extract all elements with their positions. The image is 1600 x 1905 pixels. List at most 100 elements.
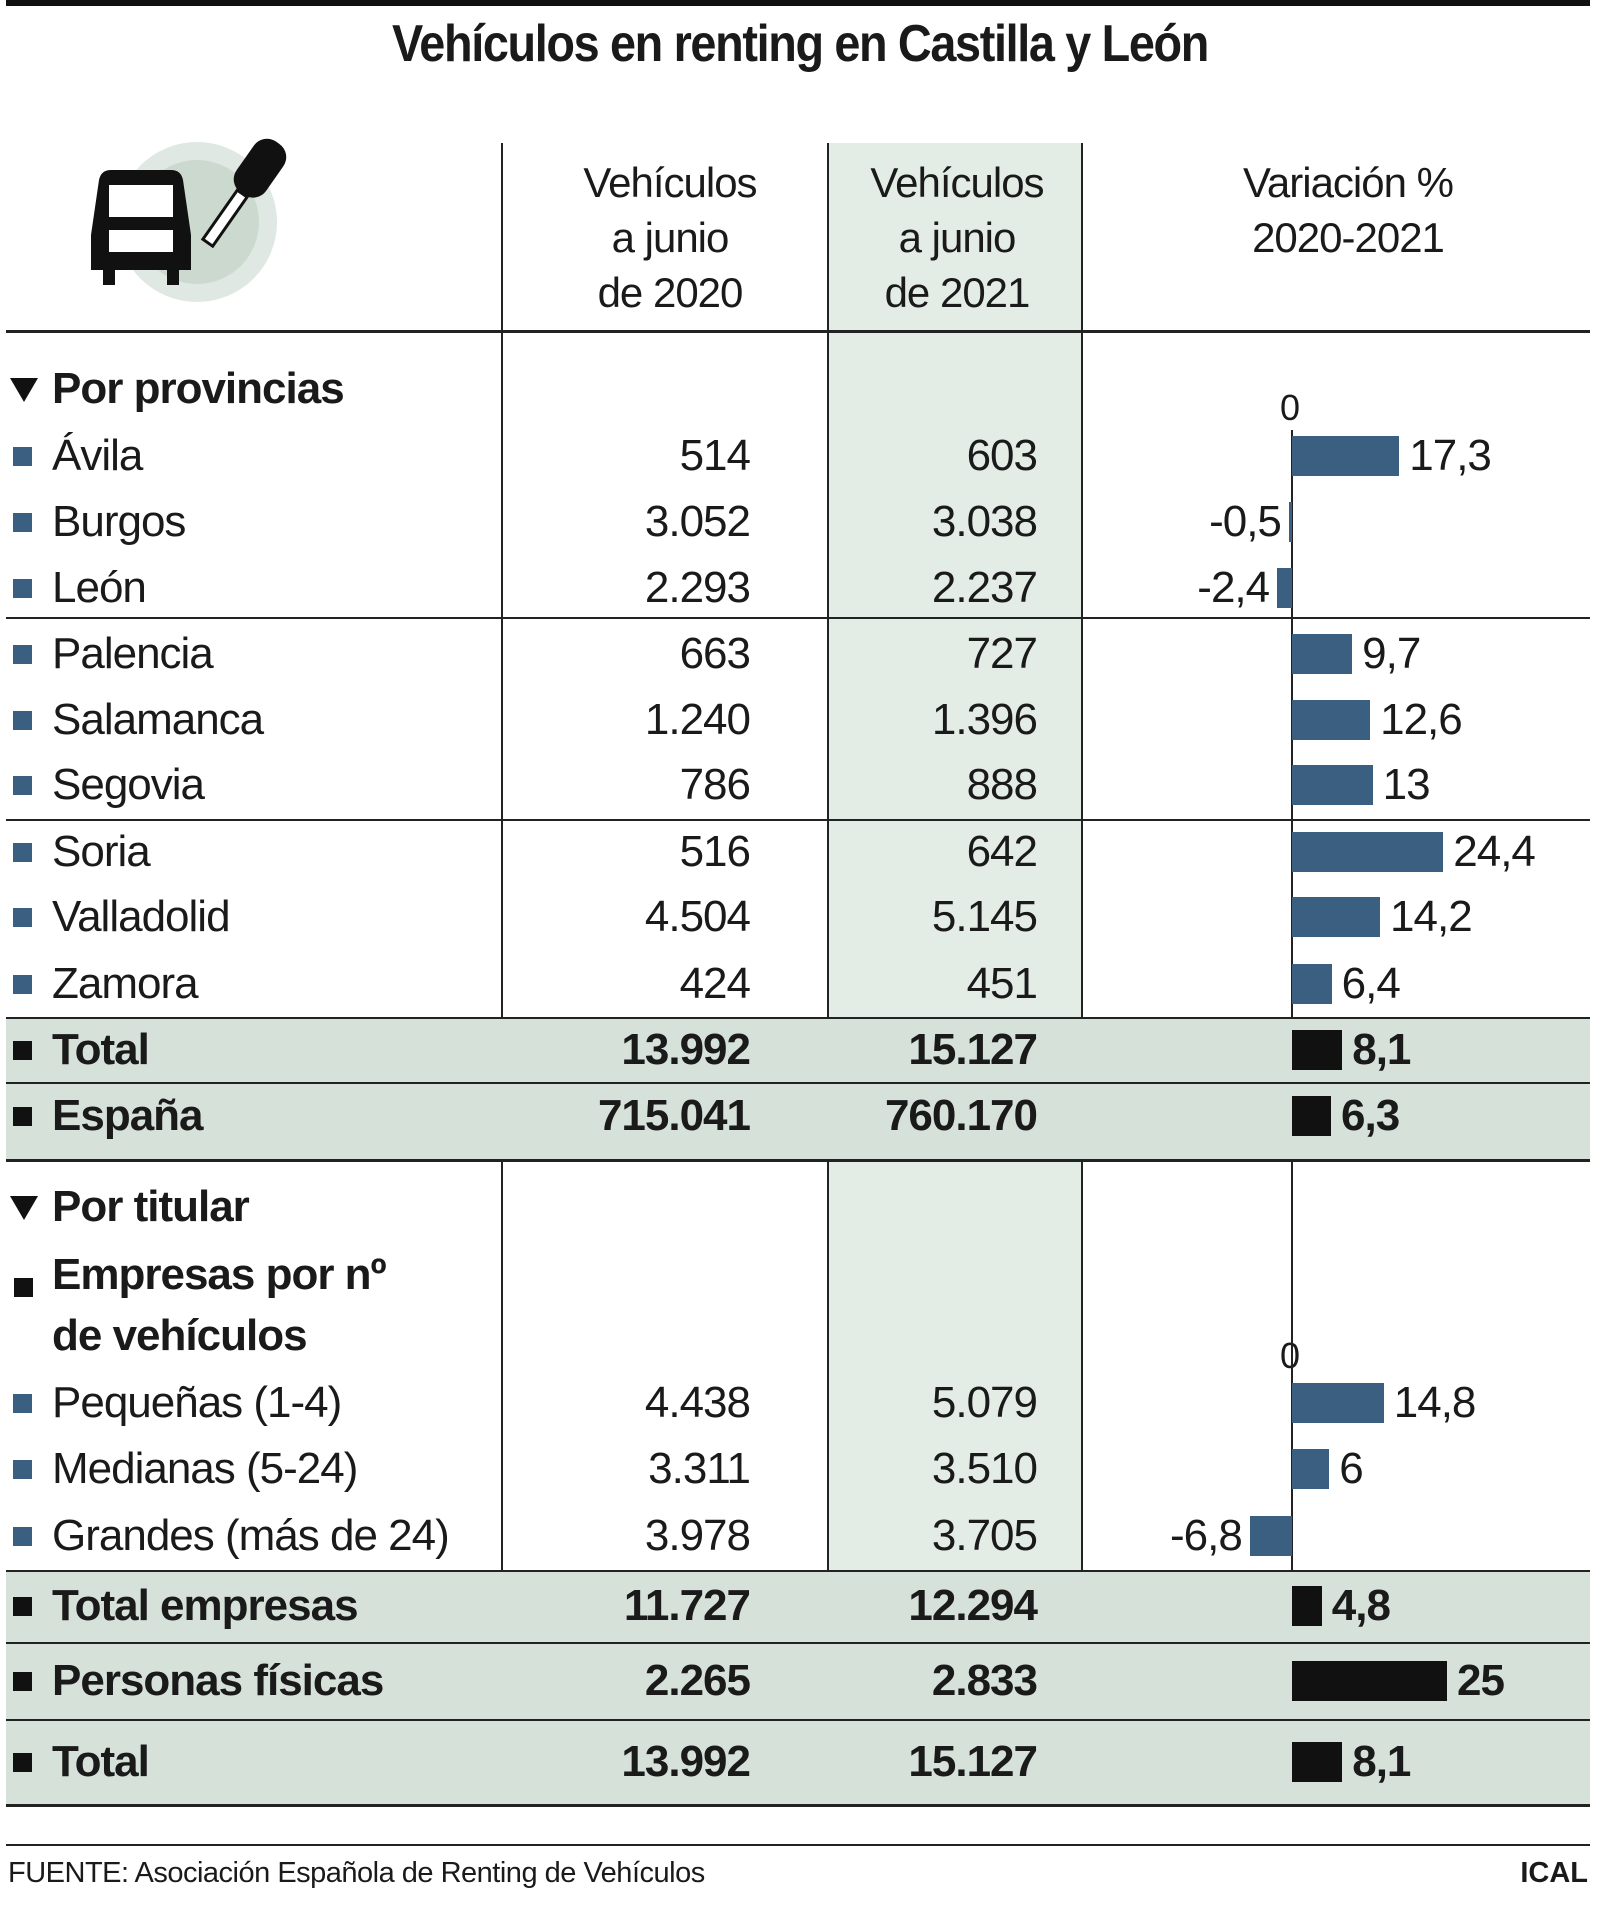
section-title-titular: Por titular (52, 1182, 250, 1231)
bullet-icon (13, 711, 32, 730)
variation-bar (1292, 832, 1444, 872)
row-label: Total empresas (52, 1581, 359, 1630)
variation-label: 4,8 (1331, 1581, 1391, 1630)
chart-title: Vehículos en renting en Castilla y León (392, 15, 1209, 73)
value-2021: 5.145 (931, 892, 1038, 941)
row-label: Zamora (52, 959, 199, 1008)
value-2020: 516 (679, 827, 751, 876)
row-label: Medianas (5-24) (52, 1444, 358, 1493)
column-divider (1081, 143, 1083, 1804)
row-label: Valladolid (52, 892, 231, 941)
variation-bar (1292, 1383, 1384, 1423)
value-2021: 603 (966, 431, 1038, 480)
value-2020: 13.992 (621, 1025, 751, 1074)
subsection-title: Empresas por nº (52, 1250, 387, 1299)
value-2020: 715.041 (597, 1091, 751, 1140)
column-divider (501, 143, 503, 1804)
value-2020: 3.978 (644, 1511, 751, 1560)
header-2021: Vehículos a junio de 2021 (807, 155, 1107, 320)
header-line: de 2021 (884, 269, 1031, 316)
bullet-icon (13, 843, 32, 862)
bullet-icon (14, 1278, 33, 1297)
value-2020: 424 (679, 959, 751, 1008)
value-2021: 15.127 (908, 1025, 1038, 1074)
variation-label: -0,5 (1209, 497, 1282, 546)
row-divider (6, 1159, 1590, 1162)
variation-label: 9,7 (1362, 629, 1421, 678)
bullet-icon (13, 1527, 32, 1546)
bullet-icon (13, 447, 32, 466)
bullet-icon (13, 579, 32, 598)
variation-label: -6,8 (1170, 1511, 1243, 1560)
value-2020: 11.727 (623, 1581, 751, 1630)
bullet-icon (13, 1041, 32, 1060)
row-label: España (52, 1091, 204, 1140)
column-divider (827, 143, 829, 1804)
row-divider (6, 819, 1590, 821)
variation-bar (1292, 1449, 1330, 1489)
row-label: Burgos (52, 497, 186, 546)
row-divider (6, 1642, 1590, 1644)
value-2020: 1.240 (644, 695, 751, 744)
header-line: Vehículos (870, 159, 1044, 206)
variation-label: 14,2 (1390, 892, 1473, 941)
row-label: Pequeñas (1-4) (52, 1378, 342, 1427)
variation-label: 6,3 (1341, 1091, 1400, 1140)
variation-label: 12,6 (1380, 695, 1463, 744)
header-line: de 2020 (597, 269, 744, 316)
bullet-icon (13, 975, 32, 994)
variation-bar (1249, 1516, 1292, 1556)
row-label: Grandes (más de 24) (52, 1511, 450, 1560)
row-label: Total (52, 1737, 150, 1786)
row-label: Ávila (52, 431, 143, 480)
row-label: Personas físicas (52, 1656, 384, 1705)
footer-rule (6, 1844, 1590, 1846)
value-2021: 888 (966, 760, 1038, 809)
row-label: Palencia (52, 629, 214, 678)
variation-bar (1292, 1030, 1343, 1070)
value-2020: 2.265 (644, 1656, 751, 1705)
value-2021: 12.294 (908, 1581, 1038, 1630)
value-2020: 2.293 (644, 563, 751, 612)
row-divider (6, 1017, 1590, 1019)
variation-bar (1292, 964, 1332, 1004)
header-line: 2020-2021 (1252, 214, 1445, 261)
value-2020: 4.438 (644, 1378, 751, 1427)
bullet-icon (13, 1672, 32, 1691)
value-2021: 451 (966, 959, 1038, 1008)
column-2021-shading (829, 143, 1082, 1804)
value-2020: 13.992 (621, 1737, 751, 1786)
bullet-icon (13, 1597, 32, 1616)
variation-label: 14,8 (1393, 1378, 1477, 1427)
value-2021: 3.510 (931, 1444, 1038, 1493)
header-2020: Vehículos a junio de 2020 (520, 155, 820, 320)
bullet-icon (13, 645, 32, 664)
total-row-background (6, 1572, 1590, 1642)
row-divider (6, 330, 1590, 333)
row-label: Soria (52, 827, 151, 876)
variation-label: 6 (1339, 1444, 1364, 1493)
bullet-icon (13, 1753, 32, 1772)
triangle-down-icon (10, 378, 38, 402)
value-2020: 4.504 (644, 892, 751, 941)
value-2021: 1.396 (931, 695, 1038, 744)
variation-bar (1292, 1586, 1322, 1626)
variation-bar (1292, 700, 1371, 740)
bullet-icon (13, 1460, 32, 1479)
row-label: León (52, 563, 147, 612)
variation-label: 17,3 (1409, 431, 1492, 480)
value-2021: 3.038 (931, 497, 1038, 546)
value-2020: 3.052 (644, 497, 751, 546)
bullet-icon (13, 1107, 32, 1126)
value-2021: 15.127 (908, 1737, 1038, 1786)
row-divider (6, 617, 1590, 619)
header-line: Vehículos (583, 159, 757, 206)
row-divider (6, 1570, 1590, 1572)
row-divider (6, 1719, 1590, 1721)
header-line: Variación % (1243, 159, 1454, 206)
variation-bar (1277, 568, 1292, 608)
variation-bar (1292, 634, 1353, 674)
variation-label: 8,1 (1352, 1737, 1411, 1786)
zero-label: 0 (1280, 1335, 1300, 1376)
variation-bar (1288, 502, 1292, 542)
